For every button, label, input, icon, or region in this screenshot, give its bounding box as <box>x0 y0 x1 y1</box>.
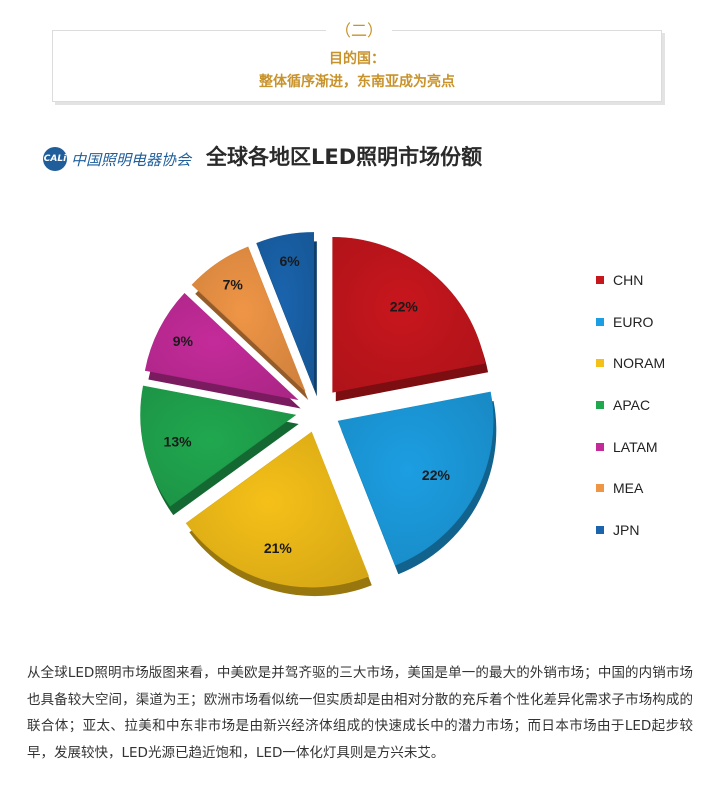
legend-item-chn: CHN <box>596 259 665 301</box>
section-number: （二） <box>326 18 392 44</box>
legend-label: NORAM <box>613 355 666 372</box>
cali-logo-icon: CALi <box>43 147 67 171</box>
legend-item-latam: LATAM <box>596 426 665 468</box>
legend-item-mea: MEA <box>596 467 665 509</box>
legend-item-noram: NORAM <box>596 342 665 384</box>
legend-item-euro: EURO <box>596 301 665 343</box>
pie-slice-noram <box>185 431 370 588</box>
legend-swatch <box>596 317 604 326</box>
chart-title: 全球各地区LED照明市场份额 <box>206 145 483 169</box>
legend-label: LATAM <box>613 438 658 455</box>
pie-label-euro: 22% <box>422 467 451 483</box>
pie-slice-apac <box>140 385 297 507</box>
pie-slice-chn <box>332 236 486 393</box>
pie-slice-euro <box>337 391 494 566</box>
legend-item-apac: APAC <box>596 384 665 426</box>
pie-slice-jpn <box>256 232 314 388</box>
cali-logo: CALi 中国照明电器协会 <box>43 147 191 171</box>
pie-label-latam: 9% <box>173 333 194 349</box>
pie-slice-latam <box>144 293 299 401</box>
chart-legend: CHN EURO NORAM APAC LATAM MEA JPN <box>596 259 665 551</box>
legend-swatch <box>596 442 604 451</box>
pie-chart-container: CALi 中国照明电器协会 全球各地区LED照明市场份额 22% 22% 21% 13… <box>30 135 690 647</box>
pie-label-chn: 22% <box>390 298 419 314</box>
legend-label: JPN <box>613 521 640 538</box>
pie-slice-mea <box>191 246 306 392</box>
pie-chart: 22% 22% 21% 13% 9% 7% 6% <box>140 232 497 597</box>
legend-swatch <box>596 484 604 493</box>
legend-swatch <box>596 400 604 409</box>
legend-item-jpn: JPN <box>596 509 665 551</box>
header-subtitle: 目的国： <box>329 51 385 67</box>
pie-label-apac: 13% <box>164 433 193 449</box>
pie-label-mea: 7% <box>223 277 244 293</box>
legend-label: CHN <box>613 271 644 288</box>
legend-label: MEA <box>613 480 644 497</box>
legend-swatch <box>596 359 604 368</box>
legend-label: EURO <box>613 313 654 330</box>
pie-label-noram: 21% <box>264 540 293 556</box>
pie-label-jpn: 6% <box>279 253 300 269</box>
legend-swatch <box>596 275 604 284</box>
legend-swatch <box>596 525 604 534</box>
legend-label: APAC <box>613 396 651 413</box>
header-headline: 整体循序渐进，东南亚成为亮点 <box>259 74 455 90</box>
cali-logo-text: 中国照明电器协会 <box>71 150 192 169</box>
body-paragraph: 从全球LED照明市场版图来看，中美欧是并驾齐驱的三大市场，美国是单一的最大的外销… <box>27 665 693 761</box>
